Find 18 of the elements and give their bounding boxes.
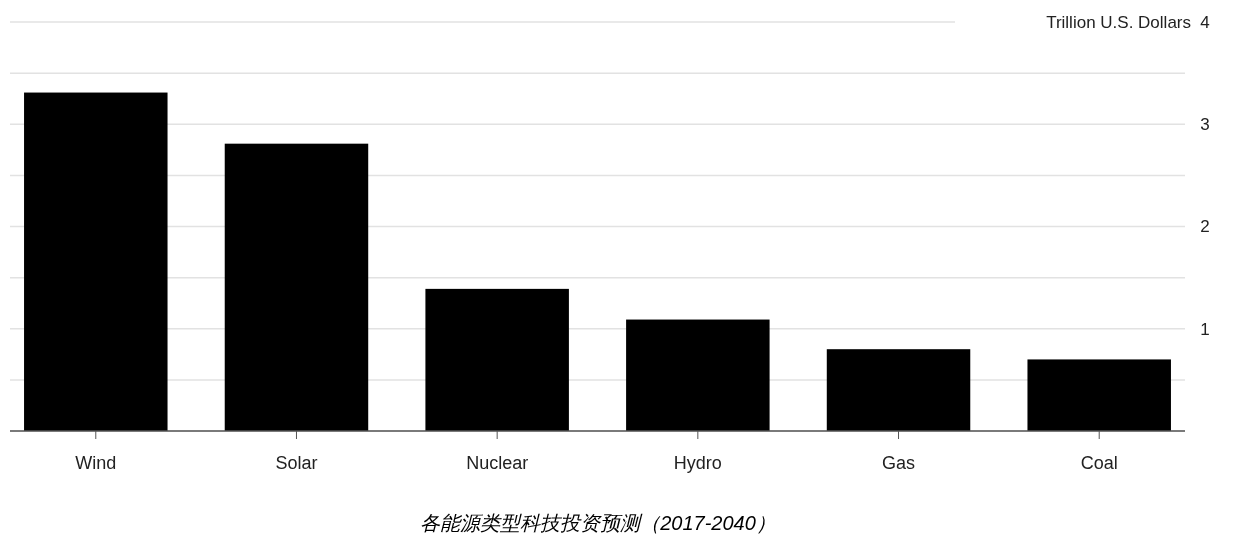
bar bbox=[1027, 359, 1171, 431]
x-tick-label: Hydro bbox=[673, 453, 722, 473]
y-tick-label: 1 bbox=[1200, 319, 1210, 339]
bar bbox=[826, 349, 971, 431]
y-axis-title: Trillion U.S. Dollars bbox=[1046, 12, 1191, 32]
x-tick-label: Coal bbox=[1080, 453, 1118, 473]
x-tick-label: Nuclear bbox=[466, 453, 529, 473]
text: 各能源类型科技投资预测（2017-2040） bbox=[420, 512, 776, 534]
bar bbox=[24, 92, 168, 431]
y-tick-label: 4 bbox=[1200, 12, 1210, 32]
y-tick-label: 3 bbox=[1200, 115, 1210, 135]
y-tick-label: 2 bbox=[1200, 217, 1210, 237]
bar bbox=[224, 143, 369, 431]
x-tick-label: Gas bbox=[882, 453, 916, 473]
bar bbox=[425, 288, 569, 431]
bar bbox=[626, 319, 770, 431]
x-tick-label: Wind bbox=[75, 453, 117, 473]
x-tick-label: Solar bbox=[275, 453, 318, 473]
